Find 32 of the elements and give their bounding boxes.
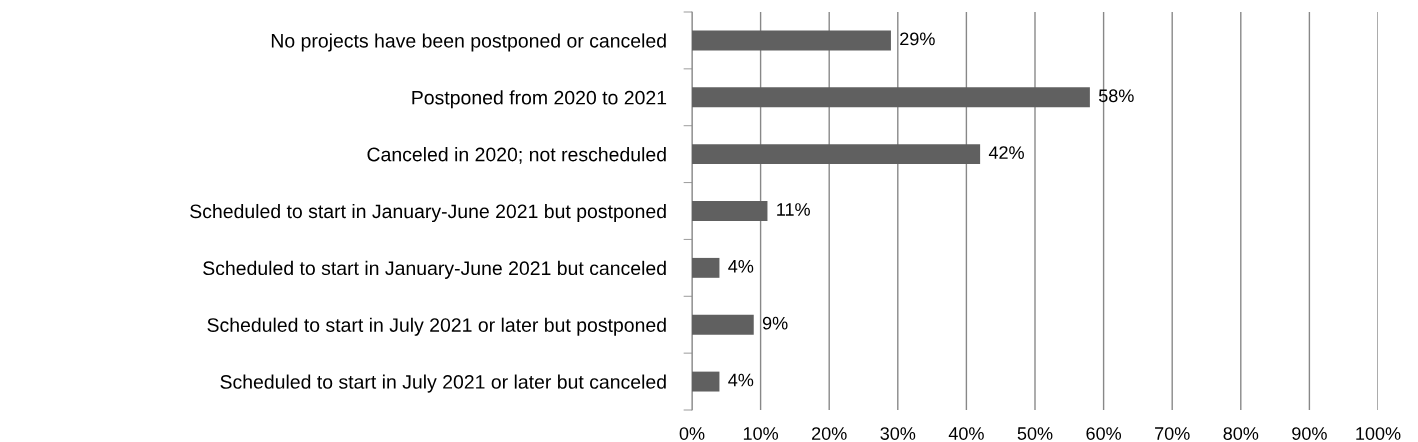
data-label: 42% xyxy=(988,146,1024,159)
bar xyxy=(692,144,981,165)
x-tick-label: 80% xyxy=(1223,427,1259,440)
y-tick-label: Postponed from 2020 to 2021 xyxy=(412,90,667,109)
x-tick-label: 70% xyxy=(1155,427,1190,440)
data-label: 29% xyxy=(900,32,935,46)
data-label: 4% xyxy=(728,373,754,387)
x-tick-label: 60% xyxy=(1086,427,1122,440)
bar xyxy=(692,30,891,51)
x-tick-label: 50% xyxy=(1017,427,1053,440)
x-tick-label: 40% xyxy=(948,427,984,440)
x-tick-label: 0% xyxy=(679,427,705,440)
data-label: 11% xyxy=(777,203,810,216)
bar xyxy=(692,201,768,221)
y-tick-label: Scheduled to start in January-June 2021 but postponed xyxy=(190,203,666,223)
data-label: 4% xyxy=(728,260,754,273)
y-tick-label: Scheduled to start in July 2021 or later but postponed xyxy=(207,317,666,336)
bar xyxy=(692,314,754,335)
x-tick-label: 100% xyxy=(1356,427,1401,440)
y-tick-label: Canceled in 2020; not rescheduled xyxy=(367,147,666,164)
data-label: 9% xyxy=(762,316,788,330)
x-tick-label: 90% xyxy=(1292,427,1327,440)
x-tick-label: 20% xyxy=(812,427,847,440)
bar xyxy=(692,257,720,278)
y-tick-label: No projects have been postponed or canceled xyxy=(271,33,666,52)
bar xyxy=(692,371,720,392)
bar xyxy=(692,87,1090,108)
y-tick-label: Scheduled to start in January-June 2021 but canceled xyxy=(203,260,666,279)
x-tick-label: 10% xyxy=(743,427,779,440)
y-tick-label: Scheduled to start in July 2021 or later but canceled xyxy=(220,374,666,393)
x-tick-label: 30% xyxy=(880,427,916,440)
data-label: 58% xyxy=(1098,89,1134,103)
